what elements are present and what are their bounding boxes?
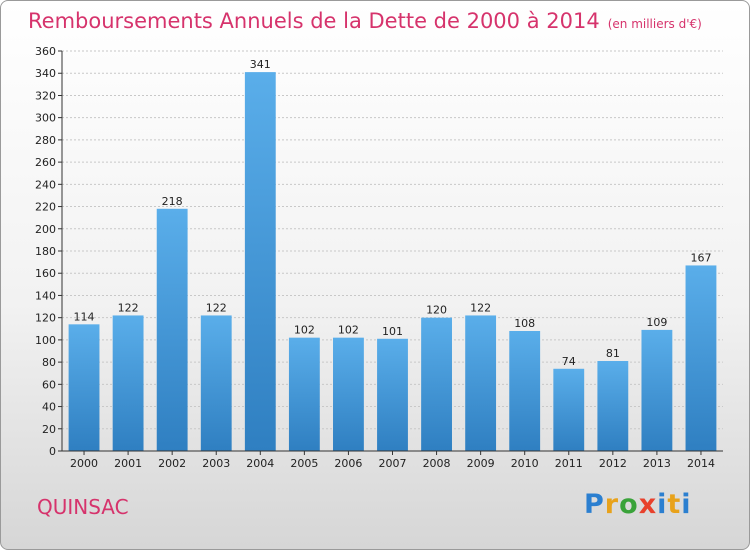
chart-title: Remboursements Annuels de la Dette de 20…	[28, 9, 702, 33]
y-tick-label: 200	[35, 223, 56, 236]
y-tick-label: 60	[42, 378, 56, 391]
x-tick-label: 2001	[114, 457, 142, 470]
bar-value-label: 81	[606, 347, 620, 360]
y-tick-label: 280	[35, 134, 56, 147]
bar	[597, 361, 629, 451]
bar	[377, 338, 408, 451]
bar	[553, 368, 585, 451]
y-tick-label: 100	[35, 334, 56, 347]
x-tick-label: 2006	[334, 457, 362, 470]
bar-value-label: 122	[206, 301, 227, 314]
bar-value-label: 101	[382, 325, 403, 338]
y-tick-label: 320	[35, 89, 56, 102]
y-tick-label: 160	[35, 267, 56, 280]
bar	[641, 329, 673, 451]
x-tick-label: 2000	[70, 457, 98, 470]
x-tick-label: 2004	[246, 457, 274, 470]
y-tick-label: 240	[35, 178, 56, 191]
bar-value-label: 122	[470, 301, 491, 314]
x-tick-label: 2002	[158, 457, 186, 470]
bar-value-label: 122	[118, 301, 139, 314]
chart-unit: (en milliers d'€)	[607, 17, 702, 31]
bar	[288, 337, 320, 451]
logo-letter: P	[584, 489, 605, 520]
bar-value-label: 102	[294, 324, 315, 337]
bar-value-label: 218	[162, 195, 183, 208]
y-tick-label: 20	[42, 423, 56, 436]
bar-value-label: 74	[562, 355, 576, 368]
bar-value-label: 108	[514, 317, 535, 330]
x-tick-label: 2012	[599, 457, 627, 470]
x-tick-label: 2009	[467, 457, 495, 470]
x-tick-label: 2010	[511, 457, 539, 470]
bar	[112, 315, 144, 451]
y-tick-label: 340	[35, 67, 56, 80]
chart-title-text: Remboursements Annuels de la Dette de 20…	[28, 9, 600, 33]
bar	[333, 337, 364, 451]
bars: 114 122 218 122 341 102 102 101 120 122 108 74 81 109…	[68, 58, 717, 451]
bar	[200, 315, 232, 451]
bar	[156, 208, 188, 451]
logo-letter: x	[638, 489, 658, 520]
bar-value-label: 167	[690, 251, 711, 264]
proxiti-logo: Proxiti	[584, 489, 692, 520]
y-tick-label: 260	[35, 156, 56, 169]
x-tick-label: 2014	[687, 457, 715, 470]
y-tick-label: 80	[42, 356, 56, 369]
bar-value-label: 102	[338, 324, 359, 337]
logo-letter: r	[604, 489, 620, 520]
y-tick-label: 0	[49, 445, 56, 458]
y-tick-label: 120	[35, 312, 56, 325]
x-tick-label: 2008	[423, 457, 451, 470]
bar	[685, 265, 717, 451]
x-axis: 2000 2001 2002 2003 2004 2005 2006 2007 2008 2009…	[70, 451, 715, 470]
bar	[465, 315, 497, 451]
logo-letter: t	[667, 489, 682, 520]
logo-letter: i	[681, 489, 692, 520]
bar	[421, 317, 452, 451]
logo-letter: o	[619, 489, 639, 520]
y-tick-label: 360	[35, 45, 56, 58]
x-tick-label: 2005	[290, 457, 318, 470]
x-tick-label: 2007	[379, 457, 407, 470]
bar	[509, 331, 541, 451]
bar-value-label: 120	[426, 304, 447, 317]
y-tick-label: 220	[35, 201, 56, 214]
y-axis: 0 20 40 60 80 100 120 140 160 180 200 220 240 260 280 3…	[35, 45, 62, 458]
bar-value-label: 109	[646, 316, 667, 329]
bar-value-label: 341	[250, 58, 271, 71]
y-tick-label: 40	[42, 401, 56, 414]
logo-letter: i	[657, 489, 668, 520]
bar	[244, 72, 276, 451]
y-tick-label: 140	[35, 289, 56, 302]
bar	[68, 324, 100, 451]
y-tick-label: 180	[35, 245, 56, 258]
x-tick-label: 2011	[555, 457, 583, 470]
commune-name: QUINSAC	[37, 495, 129, 519]
x-tick-label: 2003	[202, 457, 230, 470]
y-tick-label: 300	[35, 112, 56, 125]
bar-value-label: 114	[74, 310, 95, 323]
x-tick-label: 2013	[643, 457, 671, 470]
